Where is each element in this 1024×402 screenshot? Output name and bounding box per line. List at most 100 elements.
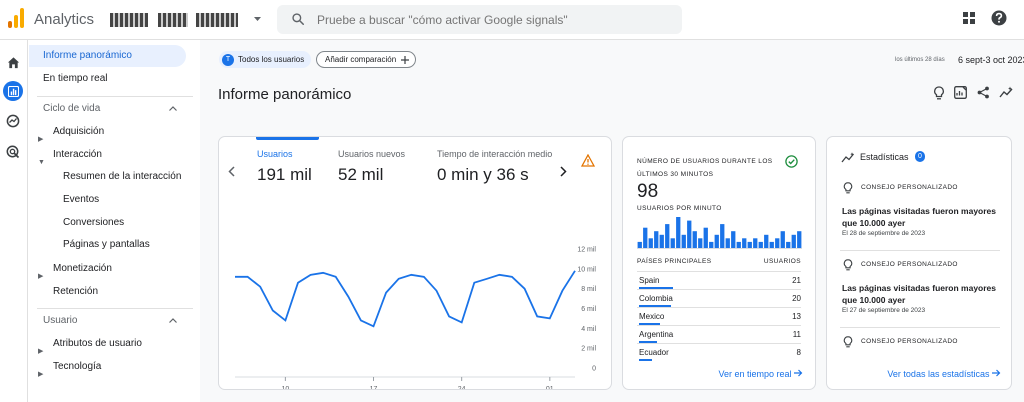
chevron-up-icon [169, 318, 177, 323]
minute-bar [637, 241, 642, 249]
minute-bar [643, 227, 648, 249]
users-cell: 13 [792, 312, 801, 321]
country-cell: Mexico [639, 312, 665, 321]
insight-kicker: CONSEJO PERSONALIZADO [861, 261, 958, 268]
analytics-logo-icon[interactable] [8, 8, 24, 28]
metric-label: Tiempo de interacción medio [437, 149, 553, 159]
col-country-header: PAÍSES PRINCIPALES [637, 258, 712, 265]
nav-section-label: Ciclo de vida [43, 103, 101, 114]
warning-icon[interactable] [581, 154, 595, 167]
minute-bar [797, 231, 802, 249]
nav-user-attributes[interactable]: ▶ Atributos de usuario [29, 333, 186, 355]
nav-acquisition[interactable]: ▶ Adquisición [29, 121, 186, 143]
realtime-card: NÚMERO DE USUARIOS DURANTE LOS ÚLTIMOS 3… [622, 136, 816, 390]
y-tick-label: 0 [592, 366, 596, 373]
nav-engagement[interactable]: ▼ Interacción [29, 144, 186, 166]
arrow-right-icon [794, 369, 803, 377]
view-all-insights-link[interactable]: Ver todas las estadísticas [887, 369, 1001, 379]
insights-sparkle-icon[interactable] [999, 86, 1014, 99]
property-selector[interactable] [110, 13, 262, 27]
nav-section-user[interactable]: Usuario [29, 310, 186, 332]
chevron-right-icon[interactable] [560, 166, 567, 177]
share-bar [639, 305, 672, 307]
lightbulb-icon [843, 259, 853, 271]
minute-bar [758, 241, 763, 249]
nav-item-label: Adquisición [53, 126, 105, 137]
table-row: Argentina 11 [637, 325, 801, 343]
realtime-per-minute-label: USUARIOS POR MINUTO [637, 205, 722, 212]
metric-tab-users[interactable]: Usuarios 191 mil [257, 149, 312, 185]
share-bar [639, 323, 661, 325]
segment-label: Todos los usuarios [238, 55, 305, 64]
minute-bar [703, 227, 708, 249]
nav-section-label: Usuario [43, 315, 78, 326]
nav-monetization[interactable]: ▶ Monetización [29, 258, 186, 280]
nav-overview[interactable]: Informe panorámico [29, 45, 186, 67]
table-row: Mexico 13 [637, 307, 801, 325]
nav-conversions[interactable]: Conversiones [63, 217, 125, 228]
caret-right-icon: ▶ [38, 348, 44, 355]
segment-chip[interactable]: T Todos los usuarios [219, 51, 312, 68]
nav-tech[interactable]: ▶ Tecnología [29, 356, 186, 378]
apps-grid-icon[interactable] [962, 11, 976, 25]
minute-bar [725, 238, 730, 249]
advertising-icon[interactable] [3, 142, 23, 162]
date-range-picker[interactable]: 6 sept-3 oct 2023 [958, 55, 1024, 65]
nav-realtime[interactable]: En tiempo real [43, 73, 108, 84]
minute-bar [665, 224, 670, 249]
share-icon[interactable] [977, 86, 990, 99]
view-all-insights-label: Ver todas las estadísticas [887, 369, 990, 379]
nav-divider [37, 96, 193, 97]
minute-bar [731, 231, 736, 249]
nav-retention[interactable]: Retención [53, 286, 99, 297]
view-realtime-link[interactable]: Ver en tiempo real [718, 369, 803, 379]
lightbulb-icon [843, 182, 853, 194]
insight-text: Las páginas visitadas fueron mayores que… [842, 206, 997, 228]
nav-engagement-overview[interactable]: Resumen de la interacción [63, 171, 182, 182]
add-comparison-button[interactable]: Añadir comparación [316, 51, 417, 68]
explore-icon[interactable] [3, 111, 23, 131]
minute-bar [720, 224, 725, 249]
search-bar[interactable] [277, 5, 682, 34]
nav-section-lifecycle[interactable]: Ciclo de vida [29, 98, 186, 120]
country-cell: Colombia [639, 294, 673, 303]
metric-value: 0 min y 36 s [437, 165, 529, 184]
home-icon[interactable] [3, 52, 23, 72]
minute-bar [648, 238, 653, 249]
plus-icon [401, 55, 410, 64]
users-cell: 20 [792, 294, 801, 303]
y-tick-label: 10 mil [577, 266, 596, 273]
metric-tab-engagement-time[interactable]: Tiempo de interacción medio 0 min y 36 s [437, 149, 555, 185]
nav-events[interactable]: Eventos [63, 194, 100, 205]
help-icon[interactable] [991, 10, 1007, 26]
active-tab-indicator [256, 137, 319, 140]
share-bar [639, 341, 657, 343]
page-title: Informe panorámico [218, 86, 352, 103]
col-users-header: USUARIOS [763, 258, 801, 265]
report-navigation: Informe panorámico En tiempo real Ciclo … [29, 40, 200, 402]
country-cell: Spain [639, 276, 660, 285]
chevron-left-icon[interactable] [228, 166, 235, 177]
users-per-minute-bars [637, 217, 802, 249]
y-tick-label: 8 mil [581, 286, 596, 293]
customize-report-icon[interactable] [954, 86, 967, 99]
insight-date: El 28 de septiembre de 2023 [842, 230, 926, 237]
search-input[interactable] [317, 11, 672, 28]
minute-bar [780, 231, 785, 249]
x-tick-label: 17 [370, 386, 378, 390]
metric-tab-new-users[interactable]: Usuarios nuevos 52 mil [338, 149, 405, 185]
minute-bar [747, 241, 752, 249]
nav-pages-screens[interactable]: Páginas y pantallas [63, 239, 150, 250]
users-series-line [235, 270, 576, 328]
caret-right-icon: ▶ [38, 136, 44, 143]
add-comparison-label: Añadir comparación [325, 55, 397, 64]
minute-bar [714, 234, 719, 249]
share-bar [639, 287, 673, 289]
segment-letter: T [222, 53, 234, 66]
minute-bar [681, 234, 686, 249]
reports-icon[interactable] [3, 81, 23, 101]
metric-value: 191 mil [257, 165, 312, 184]
minute-bar [698, 238, 703, 249]
users-cell: 21 [792, 276, 801, 285]
lightbulb-icon[interactable] [933, 86, 945, 100]
